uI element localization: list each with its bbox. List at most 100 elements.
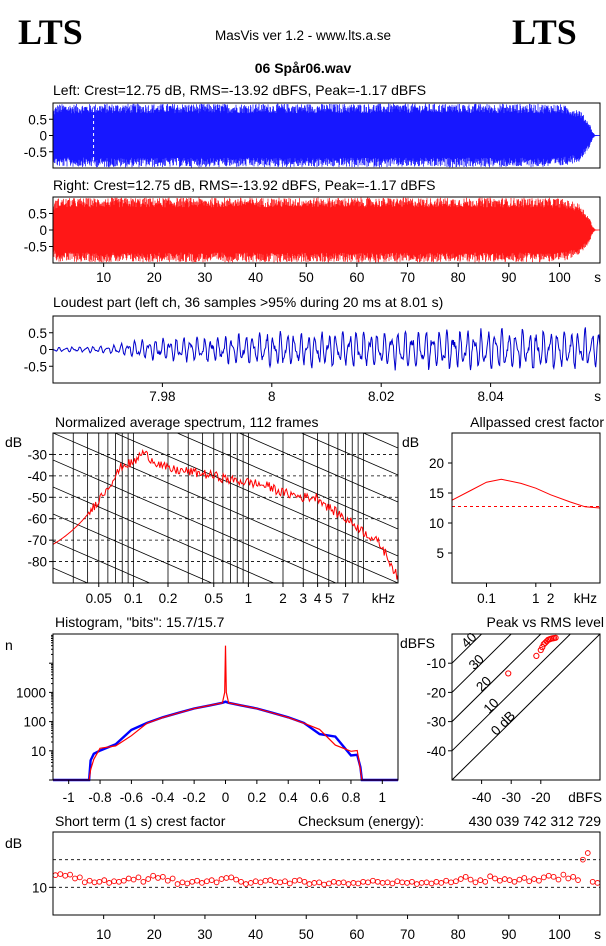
x-tick-label: 30 bbox=[197, 270, 212, 285]
slope-line bbox=[53, 244, 398, 394]
y-tick-label: 0.5 bbox=[28, 112, 47, 127]
short-term-point bbox=[462, 873, 469, 880]
short-term-point bbox=[345, 881, 352, 887]
y-tick-label: 0 bbox=[39, 129, 47, 144]
short-term-point bbox=[389, 880, 396, 887]
x-tick-label: 40 bbox=[248, 927, 263, 942]
slope-line bbox=[300, 433, 398, 476]
x-tick-label: -20 bbox=[531, 790, 551, 805]
diagonal-label: 10 bbox=[481, 695, 502, 716]
chart-title-spectrum: Normalized average spectrum, 112 frames bbox=[55, 414, 319, 430]
short-term-point bbox=[404, 880, 410, 886]
short-term-point bbox=[448, 879, 454, 886]
peak-rms-point bbox=[537, 646, 544, 654]
x-tick-label: 0.05 bbox=[86, 591, 112, 606]
peak-rms-point bbox=[533, 652, 540, 660]
short-term-point bbox=[135, 874, 142, 881]
x-tick-label: 10 bbox=[96, 270, 111, 285]
chart-title-left: Left: Crest=12.75 dB, RMS=-13.92 dBFS, P… bbox=[53, 82, 426, 98]
y-tick-label: 10 bbox=[31, 744, 46, 759]
short-term-point bbox=[418, 880, 425, 886]
y-tick-label: 10 bbox=[32, 880, 47, 895]
short-term-point bbox=[116, 878, 122, 885]
diagonal-line bbox=[452, 634, 572, 752]
short-term-point bbox=[428, 880, 435, 887]
x-tick-label: 1 bbox=[532, 591, 540, 606]
short-term-point bbox=[189, 878, 196, 885]
x-tick-label: 1 bbox=[379, 790, 387, 805]
y-tick-label: -30 bbox=[426, 715, 446, 730]
histogram-series-1 bbox=[53, 700, 398, 782]
short-term-point bbox=[150, 872, 156, 879]
short-term-point bbox=[570, 873, 576, 880]
short-term-point bbox=[399, 879, 406, 886]
x-tick-label: -0.8 bbox=[88, 790, 111, 805]
slope-line bbox=[176, 433, 398, 530]
short-term-point bbox=[316, 879, 323, 886]
chart-title-right: Right: Crest=12.75 dB, RMS=-13.92 dBFS, … bbox=[53, 177, 435, 193]
short-term-point bbox=[394, 878, 401, 885]
short-term-point bbox=[384, 879, 391, 886]
x-tick-label: 0.1 bbox=[477, 591, 496, 606]
short-term-point bbox=[321, 881, 327, 888]
short-term-point bbox=[580, 856, 586, 863]
y-tick-label: 0.5 bbox=[28, 326, 47, 341]
short-term-point bbox=[52, 872, 59, 879]
short-term-point bbox=[482, 878, 489, 885]
y-tick-label: -60 bbox=[27, 512, 47, 527]
plot-frame-short-term bbox=[52, 831, 601, 916]
x-tick-label: 0 bbox=[222, 790, 230, 805]
y-tick-label: 20 bbox=[429, 456, 444, 471]
short-term-point bbox=[335, 880, 342, 886]
short-term-point bbox=[467, 876, 474, 883]
short-term-point bbox=[501, 876, 508, 882]
short-term-point bbox=[81, 879, 88, 886]
diagonal-line bbox=[452, 634, 600, 780]
x-tick-label: 100 bbox=[548, 927, 571, 942]
x-tick-label: 70 bbox=[400, 927, 415, 942]
short-term-point bbox=[77, 874, 83, 881]
short-term-point bbox=[277, 879, 283, 886]
short-term-point bbox=[330, 878, 337, 885]
short-term-point bbox=[120, 877, 127, 884]
x-unit-label: s bbox=[594, 927, 601, 942]
x-tick-label: 0.2 bbox=[159, 591, 178, 606]
short-term-point bbox=[257, 879, 264, 886]
x-tick-label: 5 bbox=[325, 591, 333, 606]
short-term-point bbox=[301, 878, 308, 885]
peak-rms-diagonals bbox=[452, 634, 600, 780]
short-term-point bbox=[487, 873, 493, 880]
x-tick-label: 70 bbox=[400, 270, 415, 285]
short-term-point bbox=[423, 879, 430, 886]
x-tick-label: 8 bbox=[268, 389, 276, 404]
spectrum-slopes bbox=[53, 244, 398, 583]
short-term-point bbox=[350, 880, 357, 886]
short-term-point bbox=[409, 878, 415, 885]
diagonal-label: 40 bbox=[458, 629, 479, 650]
short-term-point bbox=[511, 878, 518, 885]
x-tick-label: 40 bbox=[248, 270, 263, 285]
short-term-point bbox=[101, 877, 108, 883]
x-tick-label: 0.1 bbox=[124, 591, 143, 606]
short-term-point bbox=[106, 880, 113, 886]
y-tick-label: -70 bbox=[27, 533, 47, 548]
peak-rms-point bbox=[539, 644, 546, 651]
plot-frame-crest bbox=[451, 432, 601, 584]
short-term-point bbox=[272, 878, 279, 885]
short-term-point bbox=[457, 876, 464, 882]
short-term-point bbox=[545, 872, 552, 879]
short-term-point bbox=[560, 871, 567, 878]
checksum-value: 430 039 742 312 729 bbox=[469, 813, 602, 829]
short-term-point bbox=[536, 877, 542, 884]
y-tick-label: 10 bbox=[429, 516, 444, 531]
logo-right: LTS bbox=[512, 12, 577, 52]
diagonal-line bbox=[452, 634, 483, 664]
chart-title-short_term: Short term (1 s) crest factor bbox=[55, 813, 226, 829]
short-term-point bbox=[238, 878, 244, 885]
x-tick-label: 50 bbox=[299, 270, 314, 285]
short-term-point bbox=[550, 873, 557, 880]
x-tick-label: 80 bbox=[451, 270, 466, 285]
short-term-point bbox=[184, 880, 191, 887]
x-unit-label: kHz bbox=[574, 591, 597, 606]
short-term-point bbox=[96, 878, 103, 885]
